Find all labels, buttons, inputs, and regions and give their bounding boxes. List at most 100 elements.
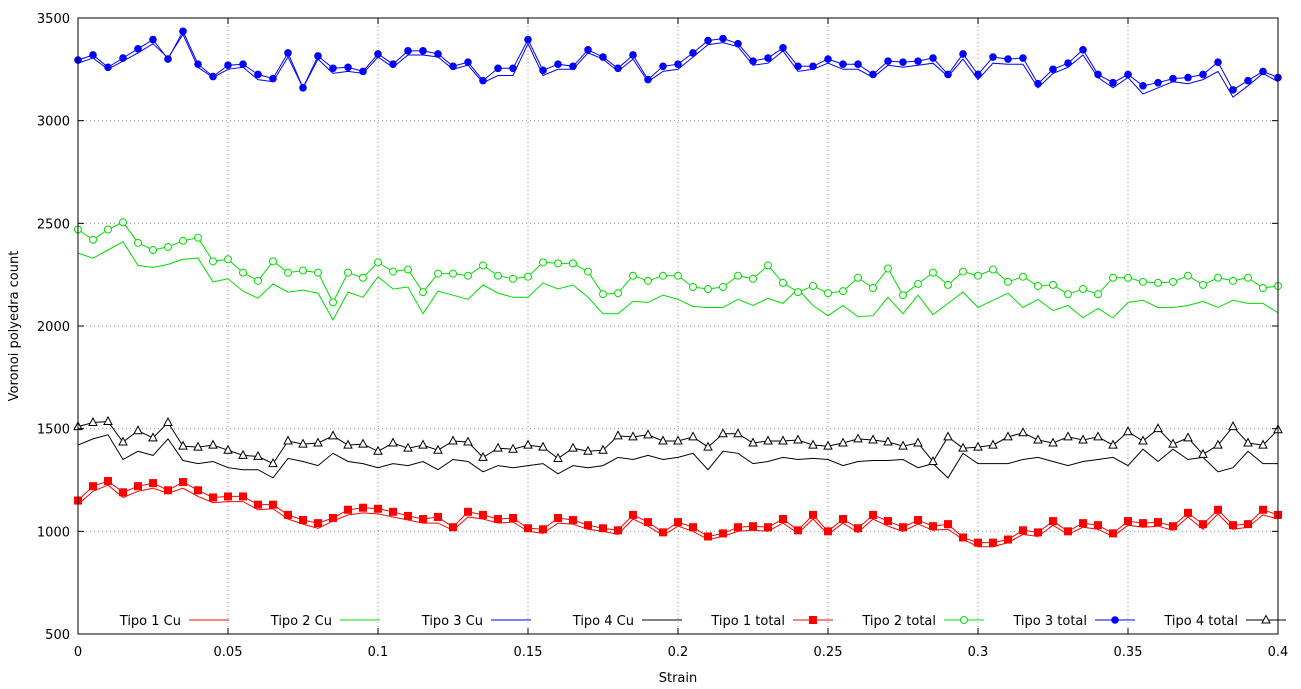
data-point (269, 74, 277, 83)
data-point (809, 62, 817, 71)
data-point (554, 259, 562, 268)
data-point (1259, 505, 1267, 514)
data-point (1079, 46, 1087, 54)
legend-label: Tipo 1 total (710, 614, 785, 629)
data-point (629, 51, 637, 59)
legend-item: Tipo 2 Cu (270, 614, 380, 629)
data-point (914, 279, 922, 288)
data-point (374, 258, 382, 267)
data-point (1004, 277, 1012, 286)
data-point (358, 438, 368, 448)
data-point (134, 45, 142, 53)
data-point (614, 526, 622, 535)
data-point (1169, 522, 1177, 531)
data-point (944, 70, 952, 79)
data-point (119, 488, 127, 497)
data-point (1019, 54, 1027, 62)
data-point (779, 43, 787, 52)
data-point (148, 432, 158, 442)
data-point (659, 271, 667, 280)
data-point (164, 242, 172, 251)
series-tipo-1-cu (77, 484, 1279, 548)
data-point (299, 84, 307, 92)
data-point (448, 435, 458, 445)
grid-lines (78, 18, 1278, 634)
data-point (194, 233, 202, 242)
data-point (674, 518, 682, 527)
data-point (1019, 526, 1027, 535)
data-point (779, 515, 787, 524)
x-tick-label: 0.15 (514, 645, 543, 660)
data-point (359, 273, 367, 282)
data-point (1093, 431, 1103, 441)
data-point (1244, 76, 1252, 85)
data-point (434, 269, 442, 278)
data-point (929, 522, 937, 531)
data-point (704, 532, 712, 541)
y-tick-label: 2000 (37, 320, 70, 335)
data-point (508, 443, 518, 453)
y-tick-label: 2500 (37, 217, 70, 232)
data-point (539, 525, 547, 534)
data-point (884, 57, 892, 65)
data-point (974, 70, 982, 79)
data-point (133, 425, 143, 435)
data-point (764, 261, 772, 270)
data-point (103, 415, 113, 425)
data-point (1139, 519, 1147, 528)
data-point (178, 440, 188, 450)
data-point (1184, 271, 1192, 280)
data-point (329, 298, 337, 307)
data-point (1033, 434, 1043, 444)
data-point (1049, 280, 1057, 289)
data-point (854, 273, 862, 282)
data-point (1139, 277, 1147, 286)
data-point (989, 538, 997, 547)
data-point (449, 269, 457, 278)
data-point (1048, 437, 1058, 447)
data-point (389, 507, 397, 516)
data-point (1214, 273, 1222, 282)
data-point (404, 511, 412, 520)
data-point (1199, 280, 1207, 289)
data-point (1019, 272, 1027, 281)
data-point (883, 436, 893, 446)
data-point (1154, 78, 1162, 87)
data-point (419, 47, 427, 55)
data-point (179, 478, 187, 487)
data-point (584, 267, 592, 276)
data-point (164, 55, 172, 63)
data-point (194, 486, 202, 495)
data-point (824, 55, 832, 63)
data-point (629, 271, 637, 280)
data-point (88, 416, 98, 427)
data-point (793, 434, 803, 444)
data-point (614, 64, 622, 73)
data-point (974, 271, 982, 280)
x-axis-title: Strain (659, 671, 698, 686)
data-point (433, 444, 443, 454)
data-point (929, 54, 937, 62)
data-point (583, 445, 593, 455)
data-point (718, 428, 728, 438)
data-point (389, 60, 397, 68)
data-point (449, 62, 457, 71)
data-point (224, 255, 232, 264)
data-point (584, 521, 592, 530)
series-line (77, 434, 1278, 479)
data-point (809, 510, 817, 519)
legend-label: Tipo 4 total (1163, 614, 1238, 629)
data-point (494, 64, 502, 73)
y-tick-label: 3000 (37, 115, 70, 130)
data-point (599, 290, 607, 299)
data-point (149, 479, 157, 488)
data-point (629, 510, 637, 519)
data-point (1079, 285, 1087, 294)
data-point (569, 62, 577, 71)
data-point (404, 265, 412, 274)
data-point (179, 27, 187, 36)
data-point (239, 492, 247, 501)
series-tipo-3-total (74, 27, 1282, 94)
data-point (1184, 73, 1192, 82)
